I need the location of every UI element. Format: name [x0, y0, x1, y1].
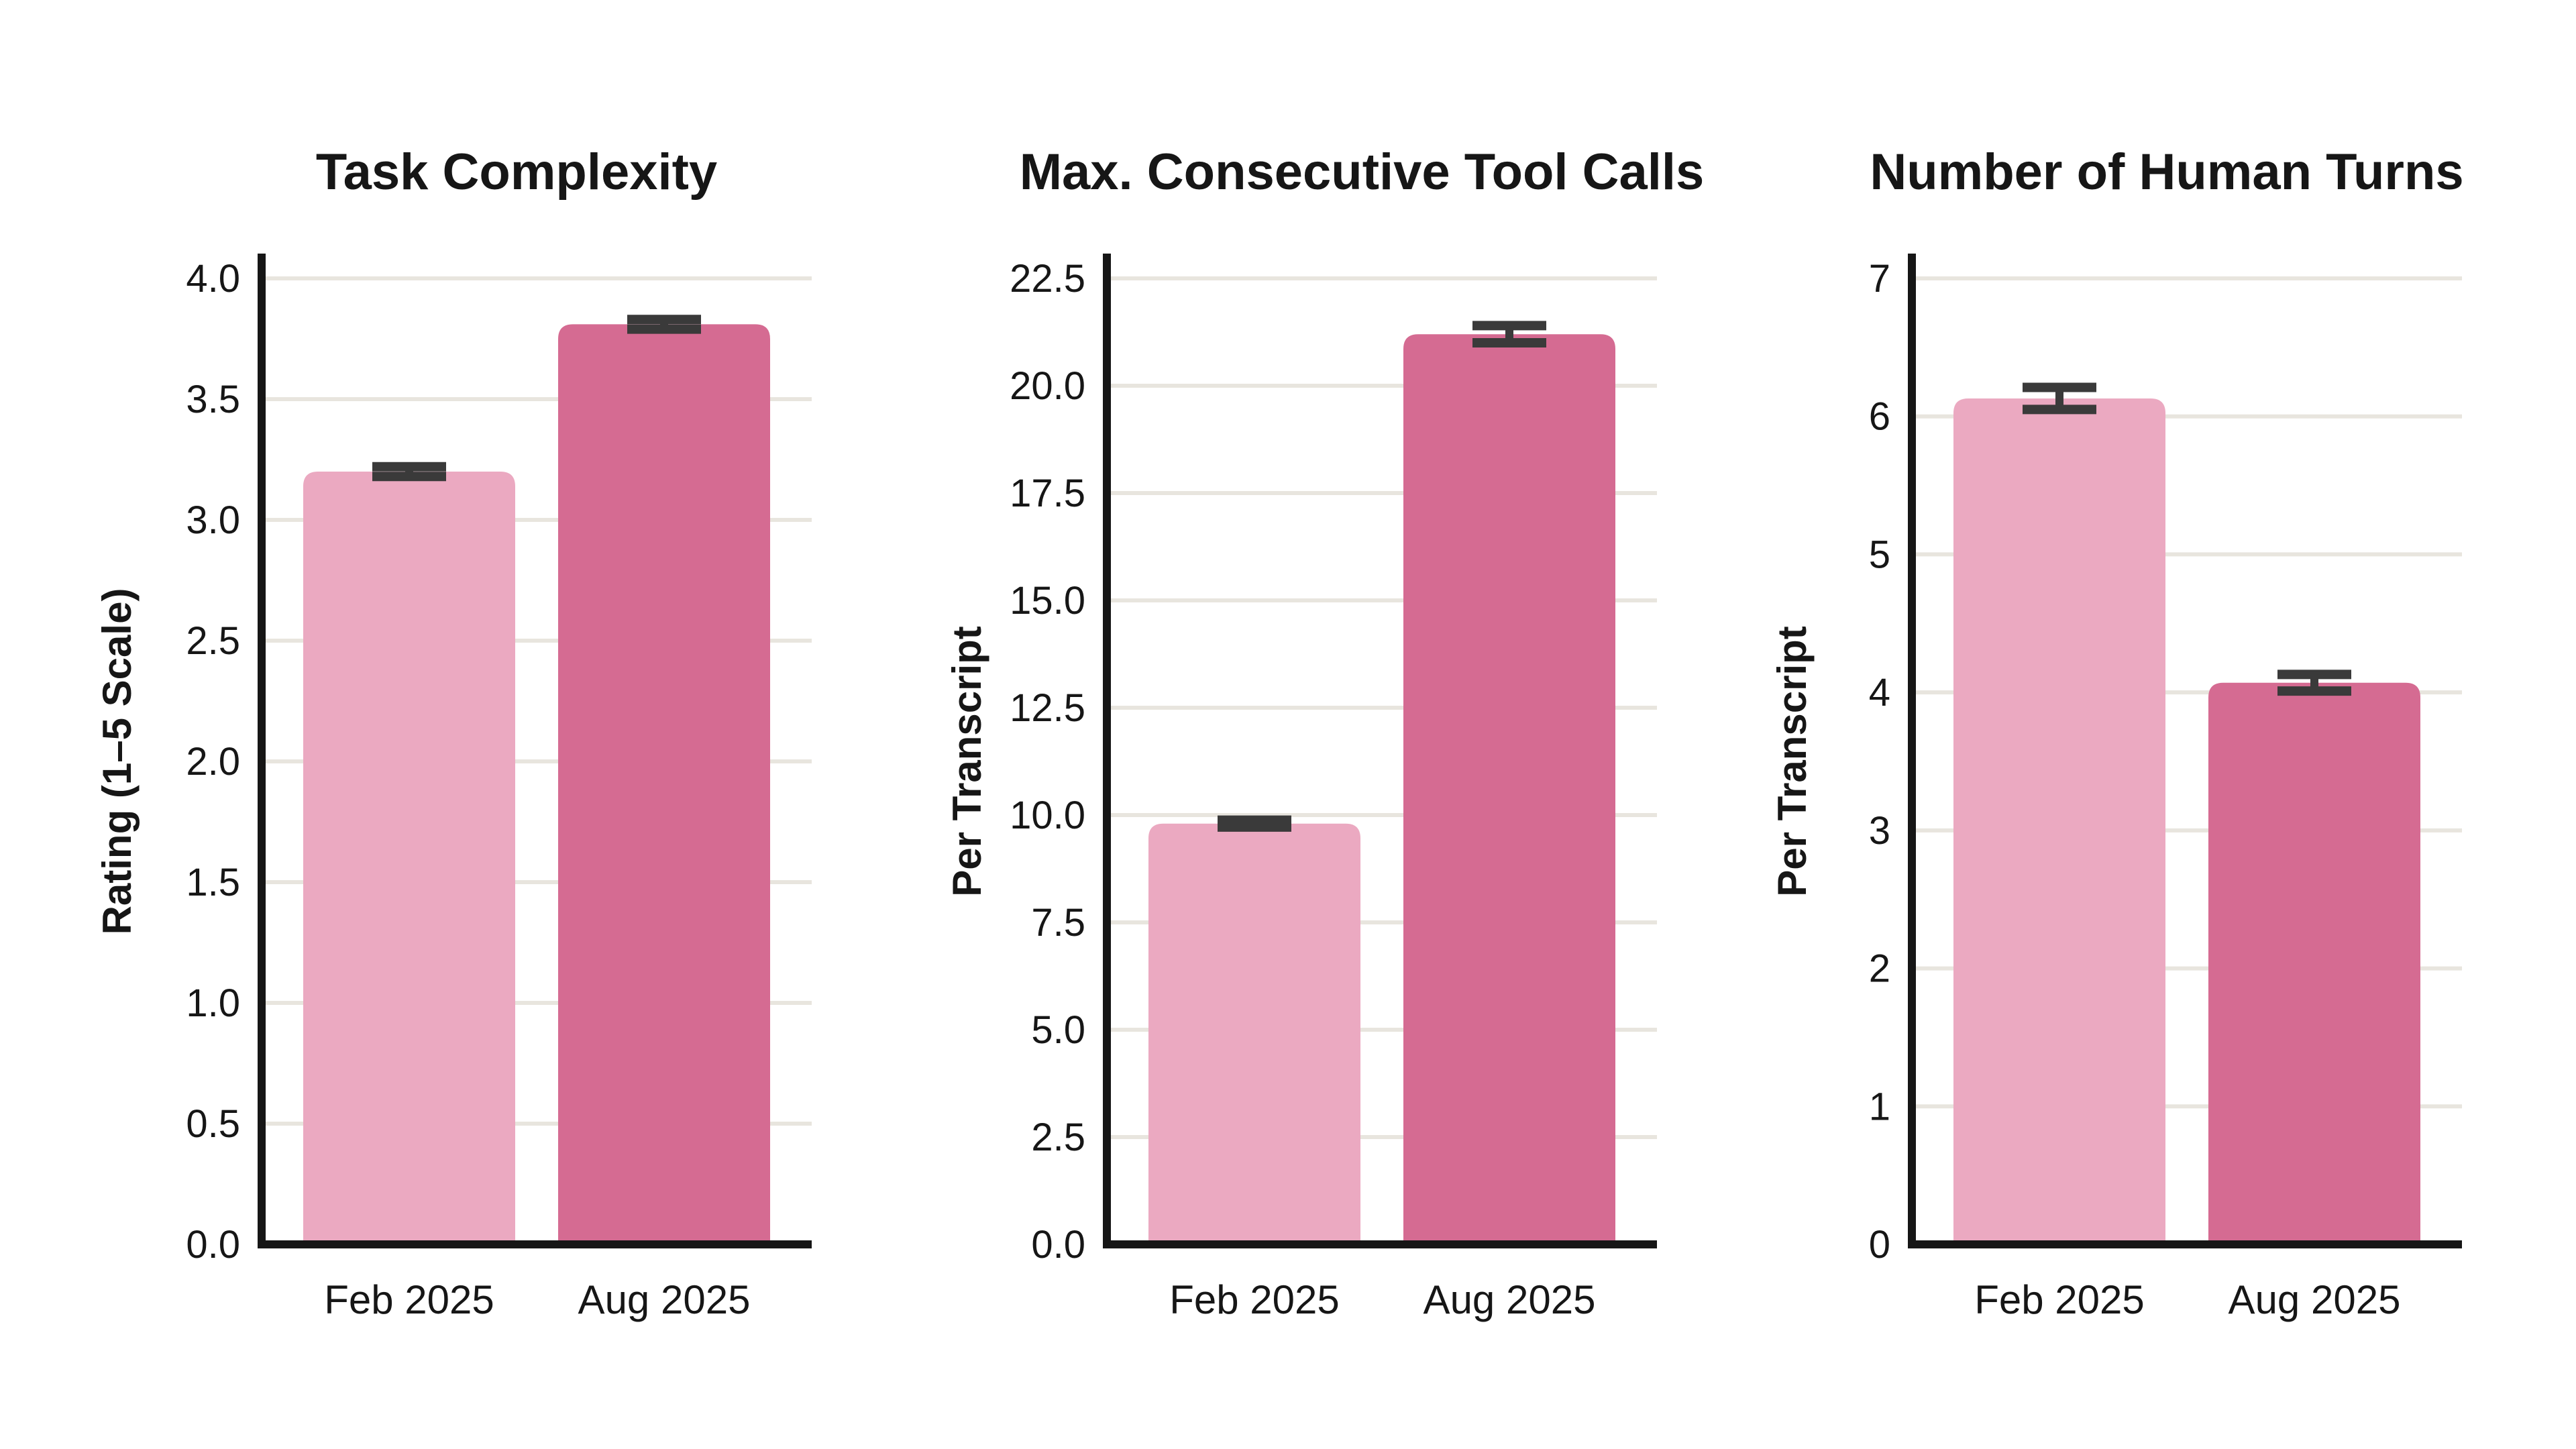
- bar-aug-2025: [558, 324, 770, 1244]
- y-tick-label: 10.0: [1010, 794, 1085, 837]
- y-tick-label: 3.0: [186, 498, 240, 542]
- y-tick-label: 3.5: [186, 378, 240, 421]
- error-bar: [627, 315, 701, 334]
- x-tick-label: Feb 2025: [324, 1277, 494, 1322]
- y-tick-label: 4.0: [186, 257, 240, 301]
- y-tick-label: 15.0: [1010, 579, 1085, 623]
- y-axis-label: Per Transcript: [945, 626, 989, 897]
- bar-feb-2025: [1953, 398, 2165, 1244]
- error-bar: [2277, 669, 2351, 696]
- y-tick-label: 0: [1869, 1223, 1890, 1267]
- y-axis-label: Per Transcript: [1770, 626, 1815, 897]
- y-tick-label: 5: [1869, 533, 1890, 576]
- y-tick-label: 6: [1869, 395, 1890, 439]
- y-tick-label: 1.5: [186, 861, 240, 904]
- y-tick-label: 20.0: [1010, 364, 1085, 408]
- y-tick-label: 1.0: [186, 981, 240, 1025]
- y-tick-label: 5.0: [1031, 1008, 1085, 1052]
- y-tick-label: 0.0: [1031, 1223, 1085, 1267]
- error-bar: [1472, 321, 1546, 347]
- y-tick-label: 2.5: [1031, 1116, 1085, 1159]
- x-tick-label: Aug 2025: [2229, 1277, 2401, 1322]
- bar-aug-2025: [1403, 334, 1615, 1245]
- error-bar: [2023, 382, 2096, 415]
- y-tick-label: 0.5: [186, 1102, 240, 1146]
- error-bar: [372, 462, 446, 482]
- y-tick-label: 2: [1869, 947, 1890, 991]
- error-bar: [1218, 815, 1291, 832]
- y-tick-label: 7.5: [1031, 901, 1085, 945]
- chart-1: 0.0 0.5 1.0 1.5 2.0 2.5 3.0 3.5 4.0 Feb 2025 Aug 2…: [95, 144, 812, 1322]
- y-tick-label: 3: [1869, 809, 1890, 853]
- y-tick-label: 1: [1869, 1085, 1890, 1128]
- x-tick-label: Aug 2025: [578, 1277, 751, 1322]
- y-tick-label: 2.0: [186, 740, 240, 784]
- y-tick-label: 7: [1869, 257, 1890, 301]
- chart-title: Task Complexity: [316, 144, 717, 201]
- x-tick-label: Feb 2025: [1169, 1277, 1340, 1322]
- y-tick-label: 22.5: [1010, 257, 1085, 301]
- y-tick-label: 2.5: [186, 619, 240, 663]
- bar-feb-2025: [1148, 823, 1360, 1244]
- y-tick-label: 0.0: [186, 1223, 240, 1267]
- chart-title: Number of Human Turns: [1870, 144, 2463, 201]
- y-tick-label: 17.5: [1010, 472, 1085, 515]
- chart-2: 0.0 2.5 5.0 7.5 10.0 12.5 15.0 17.5 20.0 22.5 Feb …: [945, 144, 1704, 1322]
- y-axis-label: Rating (1–5 Scale): [95, 588, 140, 935]
- bar-feb-2025: [303, 472, 515, 1244]
- chart-title: Max. Consecutive Tool Calls: [1020, 144, 1705, 201]
- y-tick-label: 12.5: [1010, 686, 1085, 730]
- x-tick-label: Feb 2025: [1974, 1277, 2145, 1322]
- x-tick-label: Aug 2025: [1424, 1277, 1596, 1322]
- chart-3: 0 1 2 3 4 5 6 7 Feb 2025 Aug 2025 Number of Human …: [1770, 144, 2464, 1322]
- y-tick-label: 4: [1869, 671, 1890, 714]
- bar-aug-2025: [2208, 682, 2420, 1244]
